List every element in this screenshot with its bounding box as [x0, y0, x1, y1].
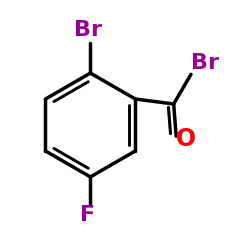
Text: O: O [176, 126, 196, 150]
Text: F: F [80, 205, 96, 225]
Text: Br: Br [190, 53, 218, 73]
Text: Br: Br [74, 20, 102, 40]
